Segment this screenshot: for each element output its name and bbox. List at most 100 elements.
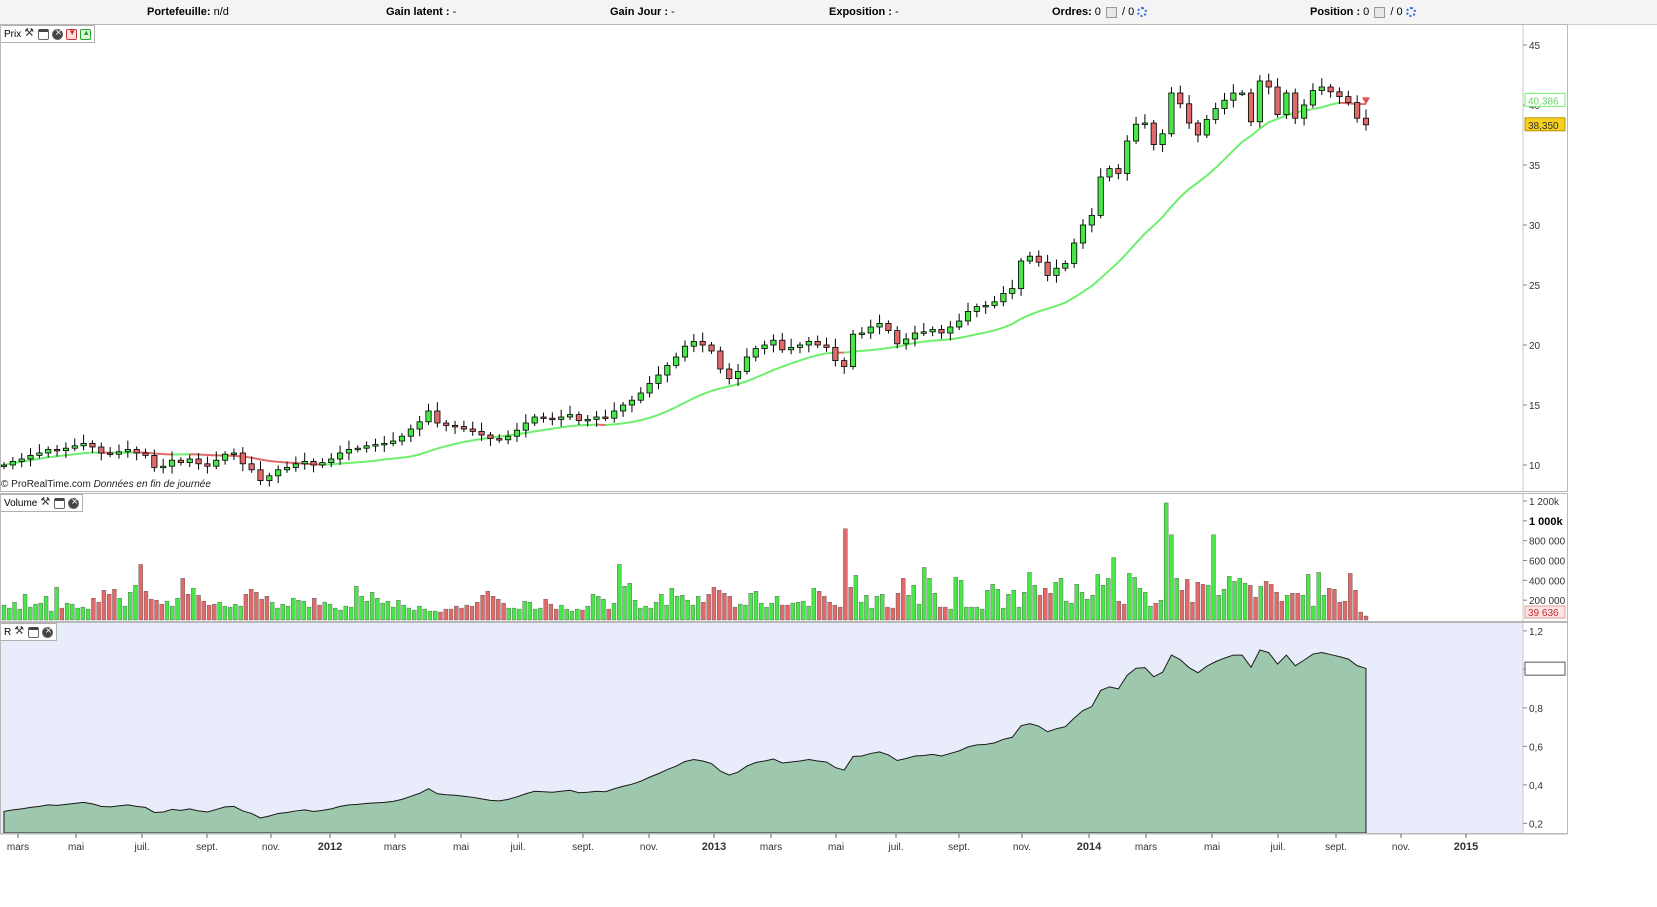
volume-bar bbox=[385, 600, 391, 621]
volume-bar bbox=[532, 608, 538, 621]
rs-tick-label: 0,6 bbox=[1529, 742, 1543, 753]
volume-bar bbox=[22, 594, 28, 621]
volume-bar bbox=[112, 589, 117, 621]
price-candle bbox=[664, 364, 671, 376]
volume-bar bbox=[1200, 584, 1206, 621]
wrench-icon[interactable] bbox=[14, 624, 26, 638]
volume-bar bbox=[653, 601, 659, 621]
price-candle bbox=[947, 326, 954, 334]
price-candle bbox=[991, 301, 998, 306]
volume-bar bbox=[816, 591, 822, 621]
relative-strength-panel[interactable]: R 1,21,00100,80,60,40,2 bbox=[0, 622, 1568, 834]
moving-average-segment bbox=[914, 340, 924, 344]
volume-bar bbox=[548, 603, 554, 621]
position-list-icon[interactable] bbox=[1374, 6, 1386, 18]
price-candle bbox=[1354, 102, 1361, 119]
volume-bar bbox=[206, 604, 212, 621]
price-candle bbox=[673, 356, 680, 366]
volume-bar bbox=[753, 591, 759, 621]
moving-average-segment bbox=[463, 439, 473, 443]
moving-average-segment bbox=[437, 445, 447, 450]
price-candle bbox=[1026, 255, 1033, 262]
volume-bar bbox=[401, 604, 406, 621]
wrench-icon[interactable] bbox=[24, 26, 36, 40]
volume-panel[interactable]: Volume 1 200k 1 000k 800 000 600 000 400 000… bbox=[0, 493, 1568, 622]
volume-bar bbox=[485, 591, 490, 621]
volume-bar bbox=[1221, 589, 1227, 621]
rs-chart[interactable]: 1,21,00100,80,60,40,2 bbox=[1, 623, 1567, 833]
down-marker-icon bbox=[1362, 97, 1370, 105]
moving-average-segment bbox=[640, 416, 650, 422]
volume-bar bbox=[1274, 592, 1279, 621]
price-tick-label: 35 bbox=[1529, 161, 1541, 172]
price-candle bbox=[1283, 92, 1290, 116]
volume-bar bbox=[427, 610, 433, 621]
price-candle bbox=[1239, 92, 1246, 95]
close-icon[interactable] bbox=[42, 625, 54, 638]
close-icon[interactable] bbox=[52, 27, 64, 40]
orders-list-icon[interactable] bbox=[1105, 6, 1117, 18]
buy-arrow-icon[interactable] bbox=[80, 28, 92, 40]
rs-panel-toolbar: R bbox=[1, 623, 58, 641]
price-candle bbox=[124, 448, 131, 453]
wrench-icon[interactable] bbox=[40, 495, 52, 509]
volume-bar bbox=[585, 605, 590, 621]
orders-settings-gear-icon[interactable] bbox=[1137, 7, 1148, 18]
moving-average-segment bbox=[286, 461, 296, 465]
volume-bar bbox=[575, 608, 580, 621]
volume-bar bbox=[369, 592, 375, 621]
price-candle bbox=[283, 466, 291, 471]
volume-bar bbox=[1142, 592, 1148, 621]
moving-average-segment bbox=[561, 425, 571, 429]
window-icon[interactable] bbox=[38, 28, 50, 40]
moving-average-segment bbox=[543, 427, 553, 432]
moving-average-segment bbox=[499, 434, 509, 438]
moving-average-segment bbox=[260, 458, 270, 462]
volume-bar bbox=[222, 605, 228, 621]
volume-bar bbox=[1290, 593, 1295, 621]
price-candle bbox=[301, 460, 308, 465]
volume-bar bbox=[506, 607, 512, 621]
volume-chart[interactable]: 1 200k 1 000k 800 000 600 000 400 000 200 000… bbox=[1, 494, 1567, 621]
volume-bar bbox=[1011, 590, 1016, 621]
price-candle bbox=[796, 344, 804, 348]
window-icon[interactable] bbox=[54, 497, 66, 509]
volume-bar bbox=[1032, 585, 1037, 621]
volume-bar bbox=[911, 585, 916, 621]
price-candle bbox=[142, 452, 149, 456]
moving-average-segment bbox=[781, 362, 792, 368]
volume-bar bbox=[1258, 586, 1263, 621]
position-settings-gear-icon[interactable] bbox=[1405, 7, 1416, 18]
price-candle bbox=[1071, 242, 1078, 264]
moving-average-segment bbox=[897, 343, 907, 348]
volume-bar bbox=[827, 601, 832, 621]
price-tick-label: 15 bbox=[1529, 401, 1541, 412]
price-candle bbox=[1212, 108, 1219, 120]
volume-bar bbox=[327, 603, 333, 621]
close-icon[interactable] bbox=[68, 496, 80, 509]
moving-average-segment bbox=[950, 336, 960, 341]
date-tick-label: mai bbox=[1204, 842, 1220, 853]
volume-bar bbox=[201, 600, 207, 621]
volume-bar bbox=[396, 599, 401, 621]
volume-bar bbox=[1106, 578, 1111, 621]
volume-bar bbox=[1248, 585, 1253, 621]
volume-bar bbox=[979, 608, 985, 621]
volume-bar bbox=[270, 601, 275, 621]
sell-arrow-icon[interactable] bbox=[66, 28, 78, 40]
moving-average-segment bbox=[675, 401, 686, 408]
price-panel-toolbar: Prix bbox=[1, 25, 96, 43]
volume-bar bbox=[969, 606, 974, 621]
window-icon[interactable] bbox=[28, 626, 40, 638]
position-status: Position :0 / 0 bbox=[1310, 6, 1416, 18]
date-tick-label: 2015 bbox=[1454, 841, 1478, 853]
volume-bar bbox=[601, 598, 606, 621]
volume-bar bbox=[943, 606, 948, 621]
volume-bar bbox=[433, 610, 438, 621]
volume-bar bbox=[511, 607, 517, 621]
volume-bar bbox=[643, 605, 648, 621]
date-tick-label: mai bbox=[68, 842, 84, 853]
price-candle bbox=[637, 392, 644, 401]
